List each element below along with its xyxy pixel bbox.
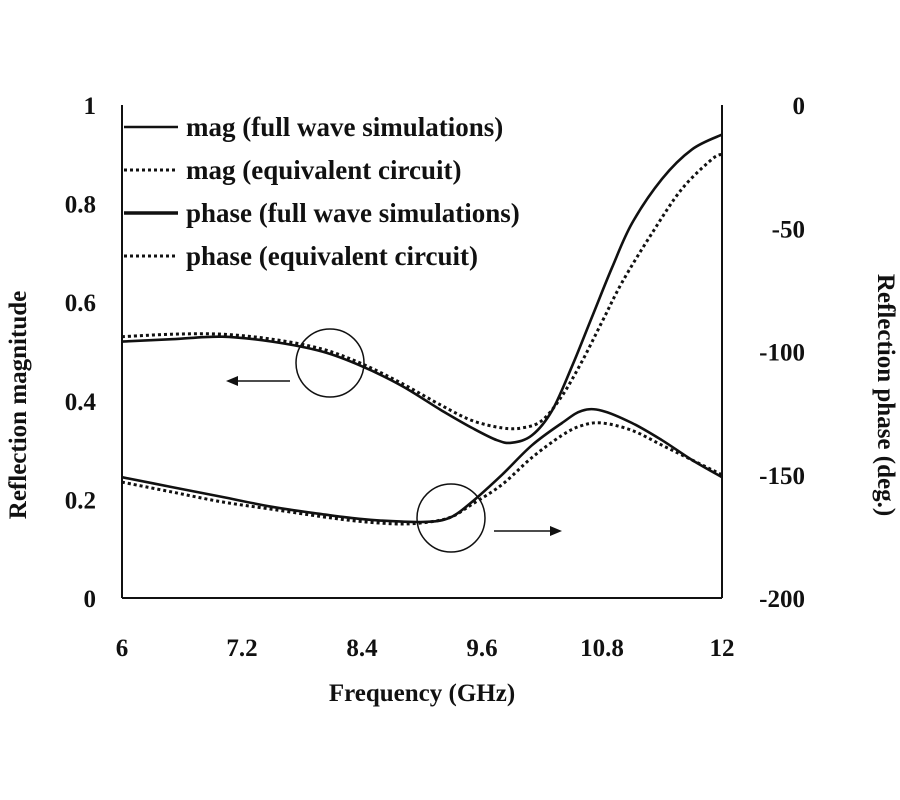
x-tick-labels: 6 7.2 8.4 9.6 10.8 12 bbox=[116, 635, 735, 662]
right-y-tick-label: -50 bbox=[772, 216, 805, 243]
x-axis-title: Frequency (GHz) bbox=[329, 680, 515, 707]
series-line-2 bbox=[121, 152, 723, 431]
legend-label-1: mag (full wave simulations) bbox=[186, 112, 503, 142]
right-y-tick-label: -200 bbox=[759, 586, 805, 613]
left-y-axis-title: Reflection magnitude bbox=[5, 291, 32, 519]
right-y-tick-labels: -200 -150 -100 -50 0 bbox=[759, 93, 805, 613]
left-y-tick-label: 0.2 bbox=[65, 487, 96, 514]
x-tick-label: 10.8 bbox=[580, 635, 624, 662]
series-lines bbox=[121, 133, 723, 526]
x-tick-label: 9.6 bbox=[466, 635, 497, 662]
series-line-3 bbox=[121, 407, 723, 524]
left-y-tick-label: 0 bbox=[84, 586, 97, 613]
x-tick-label: 8.4 bbox=[346, 635, 378, 662]
legend-label-3: phase (full wave simulations) bbox=[186, 198, 520, 228]
phase-arrow-head bbox=[550, 526, 562, 536]
phase-circle-marker bbox=[416, 483, 486, 553]
x-tick-label: 12 bbox=[710, 635, 735, 662]
left-y-tick-label: 1 bbox=[84, 93, 97, 120]
left-y-tick-labels: 0 0.2 0.4 0.6 0.8 1 bbox=[65, 93, 97, 613]
left-y-tick-label: 0.6 bbox=[65, 290, 96, 317]
x-tick-label: 6 bbox=[116, 635, 129, 662]
right-y-tick-label: 0 bbox=[793, 93, 806, 120]
right-y-axis-title: Reflection phase (deg.) bbox=[872, 274, 899, 516]
x-tick-label: 7.2 bbox=[226, 635, 257, 662]
magnitude-circle-marker bbox=[295, 328, 365, 398]
series-line-1 bbox=[121, 133, 723, 445]
series-line-4 bbox=[121, 421, 723, 526]
legend-label-4: phase (equivalent circuit) bbox=[186, 241, 478, 271]
legend: mag (full wave simulations) mag (equivale… bbox=[124, 112, 520, 271]
left-y-tick-label: 0.8 bbox=[65, 192, 96, 219]
left-y-tick-label: 0.4 bbox=[65, 389, 97, 416]
magnitude-arrow-head bbox=[226, 376, 238, 386]
right-y-tick-label: -150 bbox=[759, 463, 805, 490]
right-y-tick-label: -100 bbox=[759, 340, 805, 367]
legend-label-2: mag (equivalent circuit) bbox=[186, 155, 461, 185]
